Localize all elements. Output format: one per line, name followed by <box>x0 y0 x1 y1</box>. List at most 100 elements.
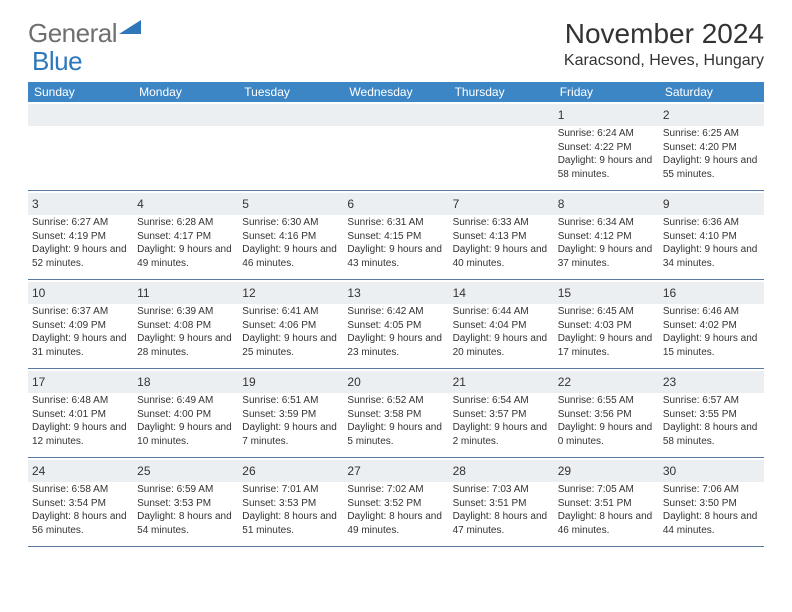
day-number: 10 <box>32 286 45 300</box>
daynum-row: 1 <box>554 104 659 126</box>
day-number <box>347 108 350 122</box>
day-number: 2 <box>663 108 670 122</box>
day-cell: 6Sunrise: 6:31 AMSunset: 4:15 PMDaylight… <box>343 191 448 279</box>
daylight-text: Daylight: 8 hours and 49 minutes. <box>347 510 444 537</box>
sunset-text: Sunset: 4:00 PM <box>137 408 234 422</box>
day-number: 7 <box>453 197 460 211</box>
day-cell: 25Sunrise: 6:59 AMSunset: 3:53 PMDayligh… <box>133 458 238 546</box>
week-row: 17Sunrise: 6:48 AMSunset: 4:01 PMDayligh… <box>28 369 764 458</box>
daylight-text: Daylight: 9 hours and 31 minutes. <box>32 332 129 359</box>
sunrise-text: Sunrise: 6:52 AM <box>347 394 444 408</box>
daynum-row: 3 <box>28 193 133 215</box>
day-number: 28 <box>453 464 466 478</box>
sunrise-text: Sunrise: 6:30 AM <box>242 216 339 230</box>
daylight-text: Daylight: 8 hours and 51 minutes. <box>242 510 339 537</box>
daynum-row: 23 <box>659 371 764 393</box>
daynum-row: 18 <box>133 371 238 393</box>
daylight-text: Daylight: 9 hours and 25 minutes. <box>242 332 339 359</box>
day-number: 13 <box>347 286 360 300</box>
weekday-header: Wednesday <box>343 82 448 102</box>
day-number: 1 <box>558 108 565 122</box>
daylight-text: Daylight: 9 hours and 10 minutes. <box>137 421 234 448</box>
page-header: General November 2024 Karacsond, Heves, … <box>0 0 792 78</box>
daylight-text: Daylight: 9 hours and 12 minutes. <box>32 421 129 448</box>
sunrise-text: Sunrise: 6:46 AM <box>663 305 760 319</box>
day-number: 27 <box>347 464 360 478</box>
day-cell: 17Sunrise: 6:48 AMSunset: 4:01 PMDayligh… <box>28 369 133 457</box>
sunset-text: Sunset: 3:50 PM <box>663 497 760 511</box>
day-cell: 20Sunrise: 6:52 AMSunset: 3:58 PMDayligh… <box>343 369 448 457</box>
day-number <box>242 108 245 122</box>
day-cell: 12Sunrise: 6:41 AMSunset: 4:06 PMDayligh… <box>238 280 343 368</box>
day-number: 25 <box>137 464 150 478</box>
sunset-text: Sunset: 4:19 PM <box>32 230 129 244</box>
day-number: 9 <box>663 197 670 211</box>
daynum-row: 25 <box>133 460 238 482</box>
daynum-row: 24 <box>28 460 133 482</box>
day-cell: 11Sunrise: 6:39 AMSunset: 4:08 PMDayligh… <box>133 280 238 368</box>
daynum-row: 28 <box>449 460 554 482</box>
logo-blue-row: Blue <box>32 46 82 77</box>
daynum-row: 19 <box>238 371 343 393</box>
daynum-row: 4 <box>133 193 238 215</box>
week-row: 1Sunrise: 6:24 AMSunset: 4:22 PMDaylight… <box>28 102 764 191</box>
daynum-row: 7 <box>449 193 554 215</box>
daylight-text: Daylight: 8 hours and 54 minutes. <box>137 510 234 537</box>
day-number: 17 <box>32 375 45 389</box>
day-number: 24 <box>32 464 45 478</box>
daynum-row: 14 <box>449 282 554 304</box>
sunrise-text: Sunrise: 7:02 AM <box>347 483 444 497</box>
weeks-container: 1Sunrise: 6:24 AMSunset: 4:22 PMDaylight… <box>28 102 764 547</box>
sunset-text: Sunset: 3:53 PM <box>242 497 339 511</box>
sunrise-text: Sunrise: 6:57 AM <box>663 394 760 408</box>
daynum-row: 22 <box>554 371 659 393</box>
day-cell <box>449 102 554 190</box>
daylight-text: Daylight: 9 hours and 40 minutes. <box>453 243 550 270</box>
sunset-text: Sunset: 4:09 PM <box>32 319 129 333</box>
day-cell: 26Sunrise: 7:01 AMSunset: 3:53 PMDayligh… <box>238 458 343 546</box>
day-cell: 27Sunrise: 7:02 AMSunset: 3:52 PMDayligh… <box>343 458 448 546</box>
daynum-row: 16 <box>659 282 764 304</box>
day-number: 18 <box>137 375 150 389</box>
sunrise-text: Sunrise: 7:01 AM <box>242 483 339 497</box>
sunset-text: Sunset: 4:06 PM <box>242 319 339 333</box>
sunset-text: Sunset: 3:57 PM <box>453 408 550 422</box>
daynum-row: 8 <box>554 193 659 215</box>
weekday-header: Sunday <box>28 82 133 102</box>
month-title: November 2024 <box>564 18 764 50</box>
daylight-text: Daylight: 9 hours and 17 minutes. <box>558 332 655 359</box>
sunset-text: Sunset: 4:01 PM <box>32 408 129 422</box>
sunrise-text: Sunrise: 6:44 AM <box>453 305 550 319</box>
sunset-text: Sunset: 4:12 PM <box>558 230 655 244</box>
day-cell: 4Sunrise: 6:28 AMSunset: 4:17 PMDaylight… <box>133 191 238 279</box>
sunset-text: Sunset: 4:15 PM <box>347 230 444 244</box>
sunrise-text: Sunrise: 6:59 AM <box>137 483 234 497</box>
location-text: Karacsond, Heves, Hungary <box>564 52 764 70</box>
daylight-text: Daylight: 8 hours and 47 minutes. <box>453 510 550 537</box>
daynum-row: 17 <box>28 371 133 393</box>
sunrise-text: Sunrise: 6:33 AM <box>453 216 550 230</box>
daynum-row: 27 <box>343 460 448 482</box>
day-number: 21 <box>453 375 466 389</box>
day-cell: 13Sunrise: 6:42 AMSunset: 4:05 PMDayligh… <box>343 280 448 368</box>
day-cell: 8Sunrise: 6:34 AMSunset: 4:12 PMDaylight… <box>554 191 659 279</box>
daylight-text: Daylight: 9 hours and 37 minutes. <box>558 243 655 270</box>
day-number: 5 <box>242 197 249 211</box>
daylight-text: Daylight: 9 hours and 43 minutes. <box>347 243 444 270</box>
weekday-header: Monday <box>133 82 238 102</box>
sunrise-text: Sunrise: 6:27 AM <box>32 216 129 230</box>
day-cell: 9Sunrise: 6:36 AMSunset: 4:10 PMDaylight… <box>659 191 764 279</box>
day-cell: 21Sunrise: 6:54 AMSunset: 3:57 PMDayligh… <box>449 369 554 457</box>
day-number: 14 <box>453 286 466 300</box>
daynum-row: 11 <box>133 282 238 304</box>
sunrise-text: Sunrise: 6:39 AM <box>137 305 234 319</box>
daylight-text: Daylight: 9 hours and 7 minutes. <box>242 421 339 448</box>
sunrise-text: Sunrise: 6:31 AM <box>347 216 444 230</box>
day-number: 19 <box>242 375 255 389</box>
daylight-text: Daylight: 9 hours and 2 minutes. <box>453 421 550 448</box>
weekday-header: Tuesday <box>238 82 343 102</box>
sunrise-text: Sunrise: 6:24 AM <box>558 127 655 141</box>
daynum-row: 5 <box>238 193 343 215</box>
logo-text-gray: General <box>28 18 117 49</box>
day-cell: 30Sunrise: 7:06 AMSunset: 3:50 PMDayligh… <box>659 458 764 546</box>
